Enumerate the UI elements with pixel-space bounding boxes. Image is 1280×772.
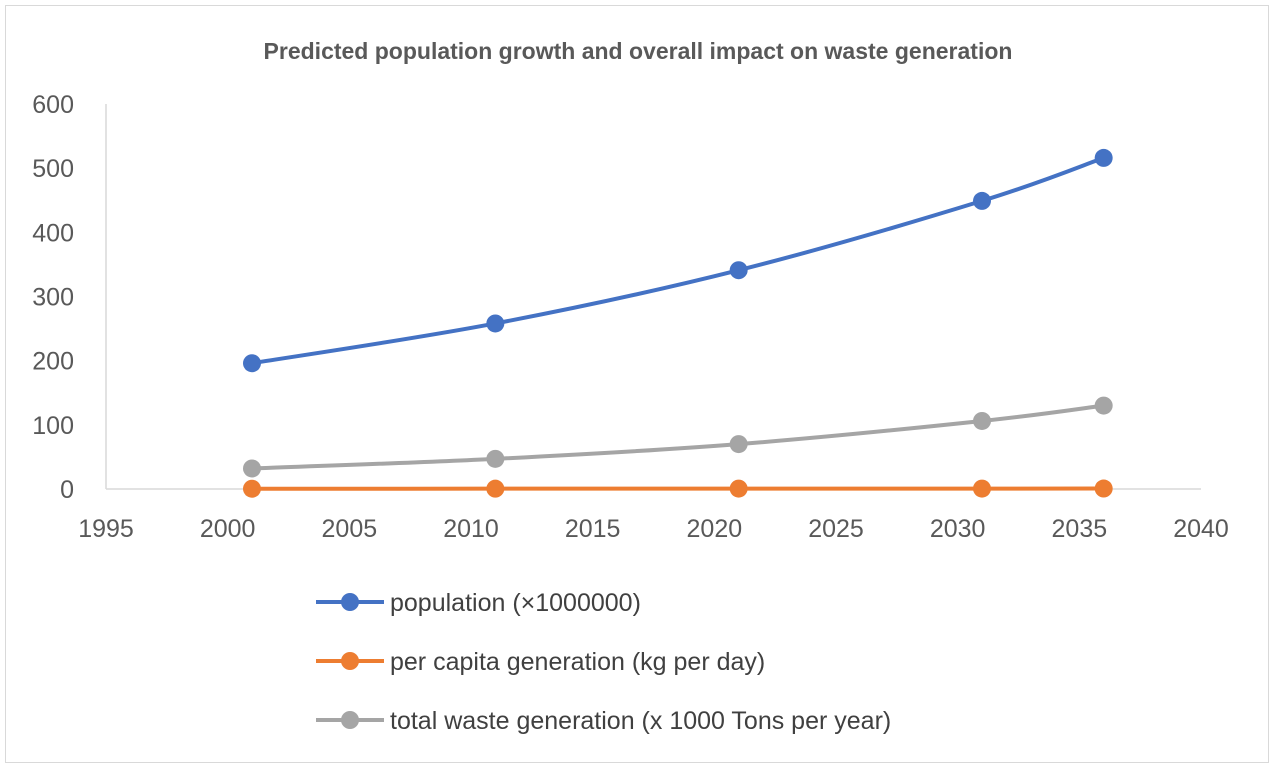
- axes: 0 100 200 300 400 500 600 1995 2000 2005 2010 2015 2…: [32, 91, 1229, 543]
- y-tick-label: 400: [32, 219, 74, 247]
- data-point: [729, 435, 748, 454]
- x-tick-label: 2040: [1173, 515, 1229, 543]
- data-point: [486, 314, 505, 333]
- legend-swatch-marker: [341, 652, 359, 670]
- series-line: [250, 403, 1106, 471]
- data-point: [973, 191, 991, 210]
- legend-label: population (×1000000): [390, 589, 641, 617]
- data-point: [243, 479, 261, 498]
- data-point: [729, 261, 748, 280]
- legend-swatch-marker: [341, 711, 359, 729]
- x-tick-label: 2010: [443, 515, 499, 543]
- y-tick-label: 200: [32, 348, 74, 376]
- data-point: [973, 411, 991, 430]
- series-layer: [243, 148, 1113, 498]
- data-point: [486, 479, 505, 498]
- series-2: [243, 396, 1113, 478]
- chart-canvas: Predicted population growth and overall …: [32, 38, 1229, 735]
- legend-label: total waste generation (x 1000 Tons per …: [390, 707, 891, 735]
- y-tick-label: 100: [32, 412, 74, 440]
- data-point: [1094, 396, 1113, 415]
- x-tick-label: 2000: [200, 515, 256, 543]
- data-point: [486, 449, 505, 468]
- legend-item: total waste generation (x 1000 Tons per …: [316, 707, 891, 735]
- legend-item: per capita generation (kg per day): [316, 648, 765, 676]
- x-tick-label: 2015: [565, 515, 621, 543]
- y-tick-label: 300: [32, 284, 74, 312]
- data-point: [243, 354, 261, 373]
- data-point: [1094, 148, 1113, 167]
- y-tick-label: 0: [60, 476, 74, 504]
- x-tick-label: 2030: [930, 515, 986, 543]
- x-tick-label: 2005: [322, 515, 378, 543]
- series-line: [250, 155, 1106, 366]
- x-tick-label: 2020: [687, 515, 743, 543]
- x-tick-label: 2035: [1052, 515, 1108, 543]
- data-point: [973, 479, 991, 498]
- legend-swatch-marker: [341, 593, 359, 611]
- chart-frame: Predicted population growth and overall …: [5, 5, 1269, 763]
- series-1: [243, 479, 1113, 498]
- data-point: [243, 459, 261, 478]
- series-0: [243, 148, 1113, 373]
- legend: population (×1000000) per capita generati…: [316, 589, 891, 735]
- chart-title: Predicted population growth and overall …: [264, 38, 1013, 64]
- legend-label: per capita generation (kg per day): [390, 648, 765, 676]
- data-point: [1094, 479, 1113, 498]
- y-tick-label: 500: [32, 155, 74, 183]
- legend-item: population (×1000000): [316, 589, 641, 617]
- data-point: [729, 479, 748, 498]
- x-tick-label: 1995: [78, 515, 134, 543]
- x-tick-label: 2025: [808, 515, 864, 543]
- y-tick-label: 600: [32, 91, 74, 119]
